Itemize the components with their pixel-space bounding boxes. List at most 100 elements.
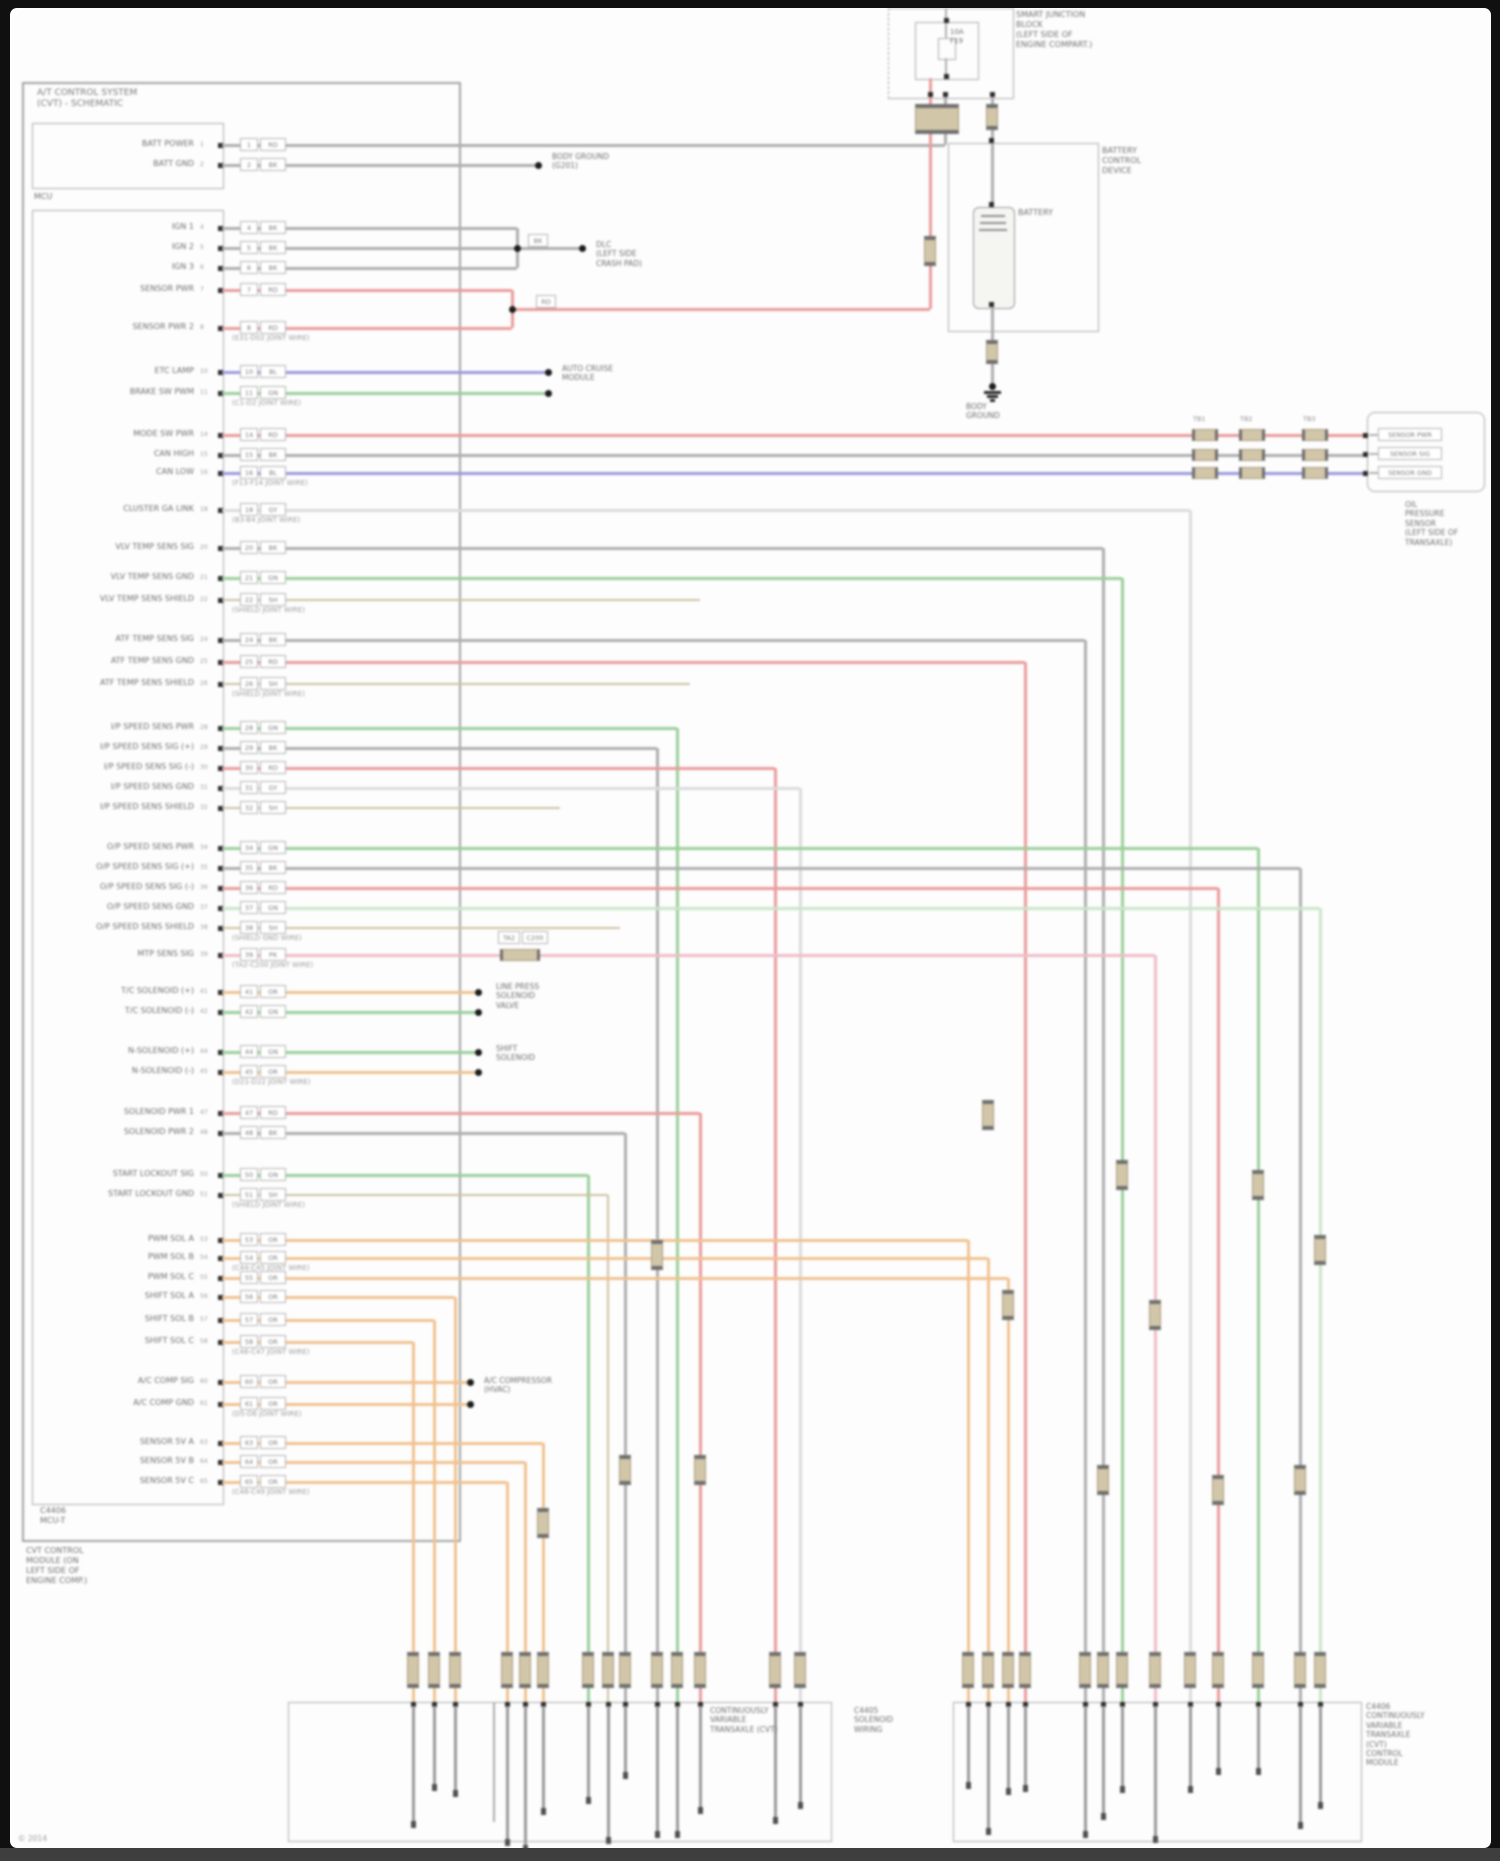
wire-segment <box>222 953 1155 957</box>
text-line: GROUND <box>966 411 1000 421</box>
pin-icon <box>218 660 223 665</box>
joint-wire-note: (SHIELD JOINT WIRE) <box>232 606 305 615</box>
row-label: T/C SOLENOID (-) <box>124 1006 194 1015</box>
pin-icon <box>218 226 223 231</box>
wire-code-badge: 1 <box>240 138 258 151</box>
pin-icon <box>218 266 223 271</box>
wire-segment <box>1101 548 1105 1702</box>
connector-pin-stub <box>433 1706 436 1784</box>
wire-segment <box>222 927 620 929</box>
inline-connector-icon <box>519 1652 531 1688</box>
pin-number: 32 <box>200 804 208 811</box>
text-line: MODULE <box>562 373 595 383</box>
wire-code-badge: OR <box>260 985 286 998</box>
wire-code-badge: 22 <box>240 593 258 606</box>
wire-segment <box>773 768 777 1702</box>
wire-code-badge: C200 <box>522 931 548 944</box>
pin-icon <box>218 1276 223 1281</box>
ground-icon <box>990 399 995 402</box>
wire-segment <box>222 766 775 770</box>
wire-segment <box>1188 510 1192 1702</box>
row-label: SOLENOID PWR 1 <box>123 1107 194 1116</box>
pin-number: 1 <box>200 141 204 148</box>
wire-segment <box>222 990 478 994</box>
inline-connector-icon <box>1149 1300 1161 1330</box>
wire-code-badge: RD <box>260 1106 286 1119</box>
connector-pin-stub <box>774 1706 777 1817</box>
pin-icon <box>218 391 223 396</box>
connector-pin-cap <box>965 1782 971 1789</box>
text-line: VARIABLE <box>710 1715 747 1725</box>
connector-pin-stub <box>987 1706 990 1828</box>
pin-icon <box>218 766 223 771</box>
connector-pin-stub <box>1217 1706 1220 1768</box>
wire-code-badge: 7 <box>240 283 258 296</box>
wire-segment <box>222 246 517 250</box>
inline-connector-icon <box>501 1652 513 1688</box>
pin-icon <box>218 1340 223 1345</box>
diagram-sheet: BATT POWER 1 RD 1 BATT GND 2 BK 2 IGN 1 4 BK 4 IGN 2… <box>10 8 1491 1848</box>
joint-wire-note: (TA2-C200 JOINT WIRE) <box>232 961 313 970</box>
wire-code-badge: 18 <box>240 503 258 516</box>
inline-connector-icon <box>1239 467 1265 479</box>
pin-icon <box>218 638 223 643</box>
wire-code-badge: RD <box>260 321 286 334</box>
connector-pin-cap <box>654 1831 660 1838</box>
pin-icon <box>218 370 223 375</box>
row-label: VLV TEMP SENS GND <box>110 572 194 581</box>
joint-wire-note: (SHIELD GND WIRE) <box>232 934 302 943</box>
splice-dot-icon <box>474 988 482 996</box>
row-label: CAN LOW <box>156 467 194 476</box>
inline-connector-icon <box>1116 1652 1128 1688</box>
bottom-box-b-left-caption: C4405 SOLENOID WIRING <box>854 1706 893 1734</box>
solenoid-label-1: LINE PRESS SOLENOID VALVE <box>496 982 539 1010</box>
sensor-stub-label: SENSOR GND <box>1378 466 1442 479</box>
text-line: TB3 <box>1303 415 1316 423</box>
pin-icon <box>623 1702 628 1707</box>
wire-code-badge: RD <box>260 428 286 441</box>
joint-wire-note: (D21-D22 JOINT WIRE) <box>232 1078 310 1087</box>
wire-code-badge: 38 <box>240 921 258 934</box>
pin-number: 47 <box>200 1109 208 1116</box>
wire-segment <box>222 471 1367 475</box>
wire-segment <box>1369 434 1378 436</box>
wire-segment <box>1120 578 1124 1702</box>
joint-wire-note: (SHIELD JOINT WIRE) <box>232 1201 305 1210</box>
wire-code-badge: 26 <box>240 677 258 690</box>
wire-code-badge: 61 <box>240 1397 258 1410</box>
wire-code-badge: 36 <box>240 881 258 894</box>
wire-segment <box>1083 640 1087 1702</box>
connector-pin-stub <box>676 1706 679 1831</box>
pin-icon <box>218 1131 223 1136</box>
wire-code-badge: BK <box>260 861 286 874</box>
wire-segment <box>222 746 657 750</box>
text-line: TRANSAXLE <box>1366 1730 1411 1740</box>
wire-code-badge: 6 <box>240 261 258 274</box>
wire-segment <box>222 638 1085 642</box>
text-line: (SHIELD GND WIRE) <box>232 934 302 942</box>
connector-pin-stub <box>524 1706 527 1845</box>
wire-segment <box>222 453 1367 457</box>
pin-icon <box>966 1702 971 1707</box>
pin-icon <box>218 726 223 731</box>
inline-connector-icon <box>1097 1652 1109 1688</box>
row-label: O/P SPEED SENS SIG (+) <box>96 862 194 871</box>
wire-segment <box>222 1402 470 1406</box>
connector-pin-cap <box>605 1837 611 1844</box>
connector-pin-cap <box>1100 1813 1106 1820</box>
ground-icon <box>987 395 998 398</box>
row-label: BRAKE SW PWM <box>129 387 194 396</box>
text-line: (B3-B4 JOINT WIRE) <box>232 516 301 524</box>
pin-number: 28 <box>200 724 208 731</box>
connector-pin-cap <box>504 1839 510 1846</box>
joint-wire-note: (SHIELD JOINT WIRE) <box>232 690 305 699</box>
splice-ground-label: BODY GROUND (G201) <box>552 152 609 171</box>
wire-segment <box>222 266 517 270</box>
pin-number: 4 <box>200 224 204 231</box>
text-line: (C1-D2 JOINT WIRE) <box>232 399 302 407</box>
pin-icon <box>1256 1702 1261 1707</box>
wire-segment <box>798 788 802 1702</box>
text-line: (C44-C45 JOINT WIRE) <box>232 1264 310 1272</box>
inline-connector-icon <box>500 949 540 961</box>
wire-segment <box>222 1173 588 1177</box>
